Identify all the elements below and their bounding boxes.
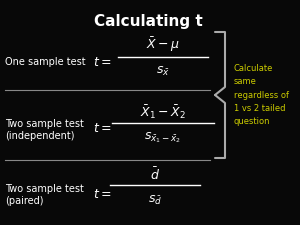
Text: $t =$: $t =$: [93, 187, 112, 200]
Text: $s_{\bar{x}_1 - \bar{x}_2}$: $s_{\bar{x}_1 - \bar{x}_2}$: [144, 131, 182, 145]
Text: $t =$: $t =$: [93, 122, 112, 135]
Text: $\bar{d}$: $\bar{d}$: [150, 167, 160, 183]
Text: Two sample test
(independent): Two sample test (independent): [5, 119, 84, 141]
Text: $s_{\bar{d}}$: $s_{\bar{d}}$: [148, 194, 162, 207]
Text: One sample test: One sample test: [5, 57, 85, 67]
Text: $\bar{X} - \mu$: $\bar{X} - \mu$: [146, 36, 180, 54]
Text: $\bar{X}_1 - \bar{X}_2$: $\bar{X}_1 - \bar{X}_2$: [140, 103, 186, 121]
Text: $t =$: $t =$: [93, 56, 112, 68]
Text: Calculate
same
regardless of
1 vs 2 tailed
question: Calculate same regardless of 1 vs 2 tail…: [234, 64, 289, 126]
Text: Two sample test
(paired): Two sample test (paired): [5, 184, 84, 206]
Text: $s_{\bar{x}}$: $s_{\bar{x}}$: [156, 64, 170, 78]
Text: Calculating t: Calculating t: [94, 14, 202, 29]
